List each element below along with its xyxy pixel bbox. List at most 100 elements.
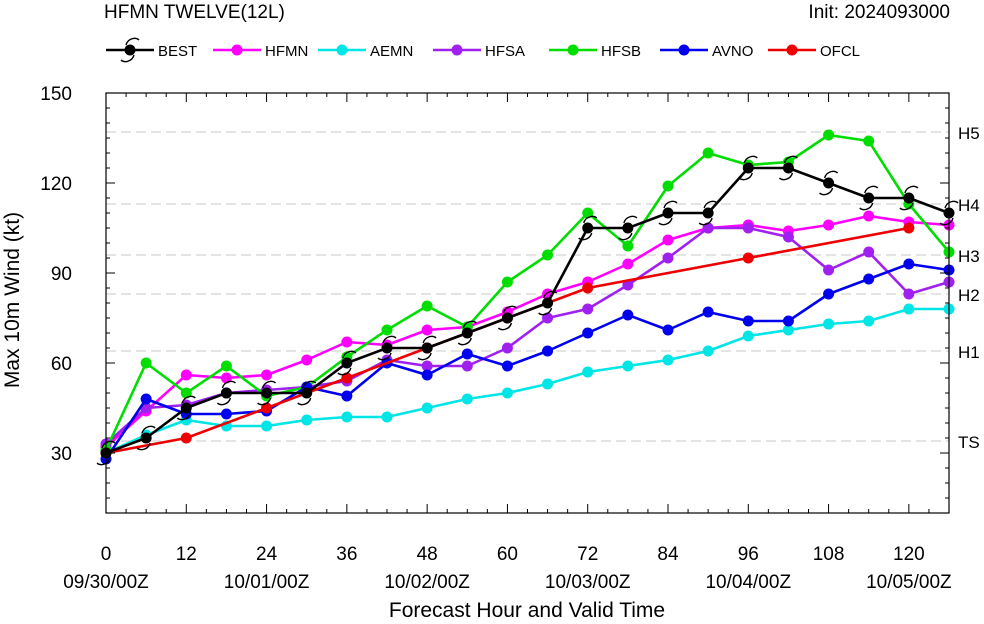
legend-label: HFSB [601, 43, 641, 60]
series-aemn [100, 303, 955, 459]
point-ofcl [341, 372, 353, 384]
x-tick-label: 24 [256, 544, 278, 565]
point-avno [662, 324, 674, 336]
tc-arm [96, 457, 111, 466]
tc-arm [101, 440, 116, 449]
series-line-avno [104, 262, 950, 460]
legend-item-aemn: AEMN [318, 43, 413, 60]
category-grid [106, 131, 949, 442]
point-avno [702, 306, 714, 318]
point-hfsb [140, 357, 152, 369]
series-line-aemn [105, 307, 949, 455]
tc-arm [417, 352, 432, 361]
point-avno [421, 369, 433, 381]
tc-arm [823, 170, 839, 179]
legend-label: BEST [158, 43, 197, 60]
point-avno [220, 408, 232, 420]
tc-arm [618, 232, 633, 241]
tc-center [261, 387, 273, 399]
best-point [417, 335, 437, 361]
best-point [257, 380, 277, 406]
point-hfsb [662, 180, 674, 192]
category-label-h1: H1 [958, 343, 980, 362]
point-avno [782, 315, 794, 327]
legend-marker [336, 44, 348, 56]
tc-arm [502, 305, 517, 314]
y-tick-label: 60 [51, 354, 72, 375]
x-tick-label: 0 [101, 544, 112, 565]
point-aemn [702, 345, 714, 357]
y-tick-label: 150 [40, 84, 72, 105]
tc-center [702, 207, 714, 219]
best-point [778, 155, 798, 181]
point-avno [582, 327, 594, 339]
series-line-hfsa [105, 226, 950, 445]
tc-arm [738, 172, 753, 181]
tc-center [301, 387, 313, 399]
tc-arm [216, 397, 232, 406]
point-hfmn [823, 219, 835, 231]
legend-marker [567, 44, 579, 56]
legend-item-hfmn: HFMN [213, 43, 308, 60]
tc-center [381, 342, 393, 354]
tc-center [461, 327, 473, 339]
tc-arm [864, 185, 879, 194]
tc-center [863, 192, 875, 204]
series-avno [100, 258, 955, 465]
point-hfmn [180, 369, 192, 381]
legend-item-ofcl: OFCL [768, 43, 860, 60]
chart-title: HFMN TWELVE(12L) [104, 2, 285, 23]
point-avno [622, 309, 634, 321]
point-aemn [662, 354, 674, 366]
tc-center [180, 402, 192, 414]
point-hfmn [863, 210, 875, 222]
tc-arm [337, 367, 352, 376]
category-label-h3: H3 [958, 247, 980, 266]
point-aemn [261, 420, 273, 432]
tc-center [140, 432, 152, 444]
point-hfsb [180, 387, 192, 399]
tc-arm [743, 155, 758, 164]
legend-label: HFMN [265, 43, 308, 60]
point-hfmn [261, 369, 273, 381]
axes: TS H1 H2 H3 H4 H5 30 60 90 120 150 0 12 24 36 48 60 72 84 9… [40, 84, 979, 593]
x-date-label: 10/01/00Z [224, 572, 310, 593]
tc-arm [176, 412, 191, 421]
point-hfmn [622, 258, 634, 270]
tc-arm [703, 200, 718, 209]
y-axis-label: Max 10m Wind (kt) [1, 212, 24, 388]
tc-center [421, 342, 433, 354]
category-label-h4: H4 [958, 196, 980, 215]
point-hfsa [501, 342, 513, 354]
series-line-hfmn [105, 214, 950, 448]
x-axis-label: Forecast Hour and Valid Time [389, 599, 665, 622]
point-avno [542, 345, 554, 357]
tc-center [903, 192, 915, 204]
best-point [698, 200, 718, 226]
series-ofcl [100, 222, 915, 459]
tc-arm [939, 217, 954, 226]
best-point [136, 425, 156, 451]
point-aemn [742, 330, 754, 342]
tc-arm [658, 217, 673, 226]
point-aemn [582, 366, 594, 378]
x-tick-label: 72 [577, 544, 598, 565]
legend-marker [786, 44, 798, 56]
point-avno [903, 258, 915, 270]
chart-init-time: Init: 2024093000 [808, 2, 950, 23]
x-tick-label: 12 [176, 544, 197, 565]
series-best [96, 155, 959, 466]
x-tick-label: 48 [417, 544, 438, 565]
best-point [337, 350, 357, 376]
point-aemn [341, 411, 353, 423]
x-date-label: 10/05/00Z [866, 572, 952, 593]
x-tick-label: 84 [657, 544, 679, 565]
series-hfsa [100, 222, 955, 450]
point-aemn [782, 324, 794, 336]
tc-center [582, 222, 594, 234]
point-hfsa [702, 222, 714, 234]
tc-center [742, 162, 754, 174]
point-hfmn [662, 234, 674, 246]
point-avno [742, 315, 754, 327]
category-label-ts: TS [958, 433, 980, 452]
